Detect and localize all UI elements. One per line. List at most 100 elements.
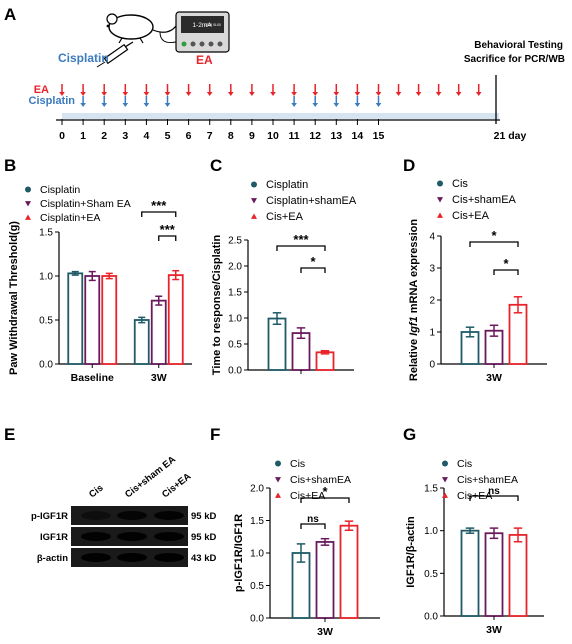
day-label: 5: [165, 130, 171, 142]
y-tick-label: 2: [429, 296, 435, 307]
bar: [67, 272, 84, 365]
day-label: 10: [267, 130, 279, 142]
legend-marker: [25, 214, 31, 220]
ea-arrow-head: [333, 92, 340, 96]
bar: [508, 303, 528, 365]
significance-bracket: [300, 523, 326, 529]
significance-label: *: [310, 254, 316, 269]
y-tick-label: 1.5: [39, 228, 53, 239]
legend-marker: [437, 212, 443, 218]
y-tick-label: 0.0: [424, 612, 438, 623]
legend-marker: [437, 197, 443, 203]
blot-band: [117, 532, 147, 541]
timeline-track: [62, 113, 499, 119]
ea-arrow-head: [415, 92, 422, 96]
bar: [84, 275, 101, 365]
x-tick-label: 3W: [486, 624, 502, 636]
legend-label: Cis+EA: [452, 210, 490, 222]
ea-arrow-head: [59, 92, 65, 96]
x-tick-label: 3W: [151, 372, 167, 384]
significance-bracket: [158, 235, 177, 241]
bar: [315, 541, 335, 619]
significance-bracket: [276, 245, 326, 251]
y-tick-label: 1.0: [250, 549, 264, 560]
ea-arrow-head: [228, 92, 234, 96]
blot-kd-label: 43 kD: [191, 553, 216, 564]
legend-marker: [275, 460, 281, 467]
x-tick-label: 3W: [486, 372, 502, 384]
legend-label: Cis+shamEA: [457, 474, 518, 486]
row-label-ea: EA: [34, 84, 49, 96]
y-axis-label: Time to response/Cisplatin: [211, 235, 223, 376]
significance-label: *: [503, 256, 509, 271]
legend-label: Cis+shamEA: [290, 474, 351, 486]
blot-row-label: p-IGF1R: [31, 511, 68, 522]
blot-band: [154, 553, 184, 562]
ea-arrow-head: [312, 92, 318, 96]
day-label: 4: [143, 130, 149, 142]
day-label: 12: [309, 130, 321, 142]
panel-letter-g: G: [403, 425, 416, 444]
blot-band: [154, 532, 184, 541]
ea-arrow-head: [122, 92, 129, 96]
legend-marker: [275, 477, 281, 483]
y-tick-label: 1.5: [250, 516, 264, 527]
ea-arrow-head: [455, 92, 462, 96]
legend-marker: [442, 477, 448, 483]
legend-label: Cis: [452, 178, 468, 190]
bar: [150, 299, 167, 365]
significance-bracket: [493, 269, 519, 275]
y-tick-label: 1.0: [424, 526, 438, 537]
day-label: 9: [249, 130, 255, 142]
y-axis-label: IGF1R/β-actin: [405, 516, 417, 588]
significance-bracket: [300, 497, 350, 503]
blot-band: [81, 511, 111, 520]
legend-label: Cisplatin: [40, 184, 80, 196]
blot-row-label: β-actin: [37, 553, 68, 564]
cisplatin-arrow-head: [101, 103, 107, 107]
legend-label: Cis+EA: [290, 490, 325, 502]
significance-label: ***: [151, 198, 167, 213]
y-tick-label: 4: [429, 232, 435, 243]
y-tick-label: 0.0: [39, 360, 53, 371]
chart-f: 0.0 0.5 1.0 1.5 2.0 p-IGF1R/IGF1R 3W ns * Cis Cis+…: [233, 458, 380, 638]
y-axis-label: p-IGF1R/IGF1R: [233, 514, 245, 592]
legend-label: Cis: [457, 458, 472, 470]
row-label-cisplatin: Cisplatin: [29, 95, 76, 107]
legend-label: Cisplatin+Sham EA: [40, 198, 131, 210]
bar: [101, 275, 118, 365]
significance-label: ns: [307, 514, 319, 525]
ea-arrow-head: [249, 92, 255, 96]
cisplatin-arrow-head: [333, 103, 340, 107]
day-label: 2: [101, 130, 107, 142]
cisplatin-arrow-head: [80, 103, 86, 107]
y-tick-label: 2.0: [228, 262, 242, 273]
panel-letter-d: D: [403, 156, 415, 175]
chart-g: 0.0 0.5 1.0 1.5 IGF1R/β-actin 3W ns Cis Cis+sham…: [405, 458, 544, 636]
day-label: 15: [373, 130, 385, 142]
significance-bracket: [141, 211, 177, 217]
ea-device-label: EA: [196, 53, 213, 67]
ea-arrow-head: [395, 92, 402, 96]
y-axis-label-gene: Igf1: [408, 316, 420, 336]
significance-bracket: [469, 495, 519, 501]
bar: [267, 317, 287, 371]
bar: [339, 524, 359, 619]
y-axis-label-part: Relative: [408, 336, 420, 381]
day-label: 3: [122, 130, 128, 142]
legend-marker: [437, 180, 443, 187]
blot-band: [117, 511, 147, 520]
syringe-icon: [96, 41, 134, 68]
y-axis-label-part: mRNA expression: [408, 219, 420, 317]
y-tick-label: 0.0: [228, 366, 242, 377]
x-tick-label: 3W: [317, 626, 333, 638]
y-tick-label: 0: [429, 360, 435, 371]
legend-marker: [442, 460, 448, 467]
legend-label: Cisplatin+shamEA: [266, 195, 357, 207]
x-tick-label: Baseline: [71, 372, 114, 384]
legend-marker: [442, 492, 448, 498]
significance-label: ***: [293, 232, 309, 247]
bar: [315, 351, 335, 371]
day-label: 11: [289, 130, 300, 142]
